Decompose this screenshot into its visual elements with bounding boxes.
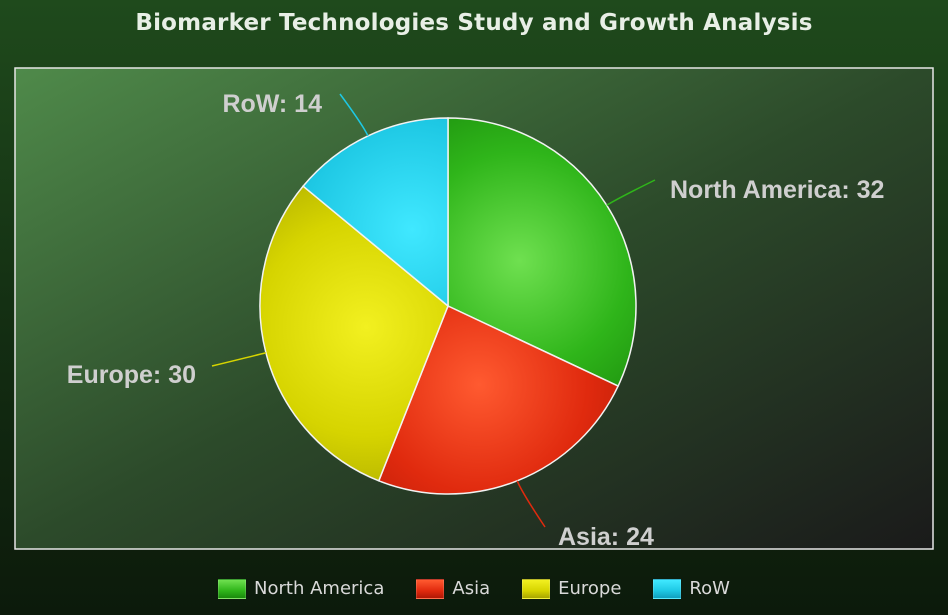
legend-swatch — [522, 578, 551, 599]
connector-asia — [516, 480, 546, 528]
slice-label-north-america: North America: 32 — [670, 176, 884, 204]
legend-swatch — [218, 578, 247, 599]
legend-label: Europe — [558, 578, 622, 599]
pie-slice-europe[interactable] — [259, 185, 449, 482]
legend-swatch — [653, 578, 682, 599]
legend-label: North America — [254, 578, 385, 599]
pie-slice-asia[interactable] — [377, 304, 620, 495]
connector-row — [339, 93, 369, 137]
legend-item-asia[interactable]: Asia — [416, 578, 490, 599]
legend-item-europe[interactable]: Europe — [522, 578, 621, 599]
legend-label: Asia — [452, 578, 491, 599]
slice-labels: North America: 32 Asia: 24 Europe: 30 RoW: … — [67, 90, 885, 551]
legend-swatch — [416, 578, 445, 599]
slice-label-row: RoW: 14 — [222, 90, 322, 118]
chart-title: Biomarker Technologies Study and Growth … — [135, 10, 813, 36]
connector-europe — [211, 352, 267, 367]
legend-item-north-america[interactable]: North America — [218, 578, 384, 599]
pie-slice-row[interactable] — [302, 117, 449, 308]
label-connectors — [211, 93, 656, 528]
pie-slices — [259, 117, 637, 495]
slice-label-asia: Asia: 24 — [558, 523, 654, 551]
connector-north-america — [606, 179, 656, 206]
pie-slice-north-america[interactable] — [447, 117, 637, 388]
legend: North America Asia Europe RoW — [0, 578, 948, 599]
legend-item-row[interactable]: RoW — [653, 578, 730, 599]
legend-label: RoW — [689, 578, 730, 599]
slice-label-europe: Europe: 30 — [67, 361, 196, 389]
